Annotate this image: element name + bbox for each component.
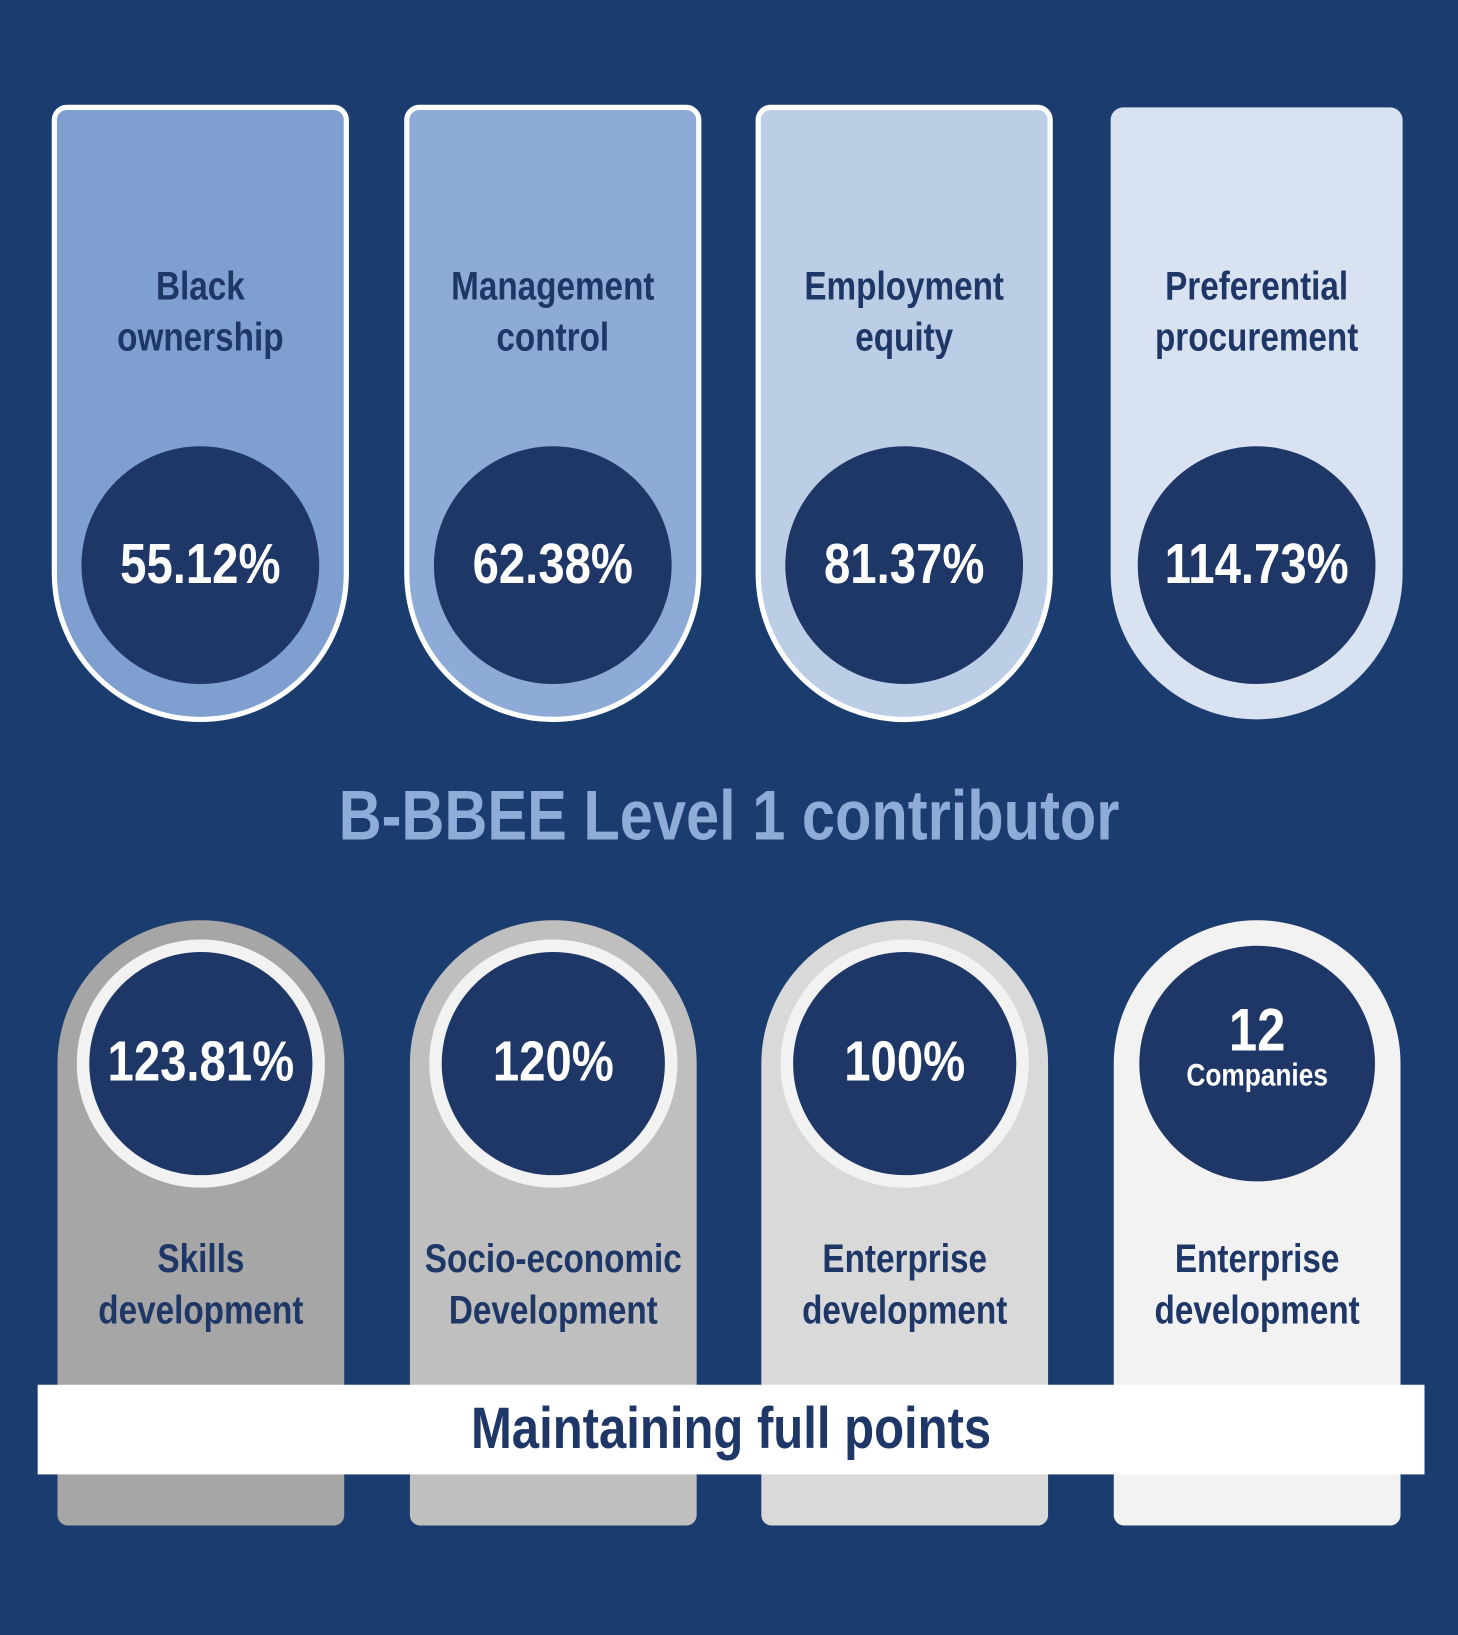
card-value: 55.12% — [120, 533, 280, 596]
card-label: procurement — [1155, 315, 1358, 359]
value-circle — [1139, 945, 1375, 1182]
card-label: ownership — [117, 315, 283, 359]
value-circle — [780, 939, 1029, 1188]
card-value: 62.38% — [473, 533, 633, 596]
card-label: development — [1155, 1288, 1360, 1332]
card-label-group: Management — [451, 264, 654, 308]
card-value-group: 114.73% — [1165, 533, 1349, 596]
banner — [37, 1384, 1425, 1475]
card-value-group: 100% — [844, 1031, 965, 1094]
card-value: 100% — [844, 1031, 965, 1094]
card-label-group: Socio-economic — [425, 1236, 682, 1280]
card-label-group: Skills — [157, 1236, 244, 1280]
card-value: 114.73% — [1165, 533, 1349, 596]
card-value: 123.81% — [108, 1031, 295, 1094]
card-label: development — [98, 1288, 303, 1332]
card-value: 12 — [1229, 995, 1286, 1063]
card-label: control — [496, 315, 609, 359]
card-label-group: equity — [855, 315, 954, 359]
card-label: Socio-economic — [425, 1236, 682, 1280]
banner-text-group: Maintaining full points — [471, 1396, 991, 1461]
card-value-group: 62.38% — [473, 533, 633, 596]
card-value-group: 81.37% — [824, 533, 984, 596]
card-label-group: ownership — [117, 315, 283, 359]
card-label: Skills — [157, 1236, 244, 1280]
card-label-group: Employment — [804, 264, 1004, 308]
value-circle — [785, 446, 1024, 685]
card-label-group: Development — [449, 1288, 658, 1332]
card-value-group: 12 — [1229, 995, 1286, 1063]
card-unit-group: Companies — [1186, 1058, 1328, 1093]
card-unit: Companies — [1186, 1058, 1328, 1093]
card-label: Enterprise — [1175, 1236, 1340, 1280]
card-label: Management — [451, 264, 654, 308]
card-label-group: procurement — [1155, 315, 1358, 359]
card-label-group: Black — [156, 264, 245, 308]
card-label: Development — [449, 1288, 658, 1332]
card-value: 120% — [493, 1031, 614, 1094]
card-label: equity — [855, 315, 954, 359]
card-label-group: development — [802, 1288, 1007, 1332]
card-label: Employment — [804, 264, 1004, 308]
value-circle — [81, 446, 320, 685]
card-value-group: 120% — [493, 1031, 614, 1094]
card-value-group: 123.81% — [108, 1031, 295, 1094]
card-label-group: Enterprise — [1175, 1236, 1340, 1280]
value-circle — [76, 939, 325, 1188]
card-label-group: development — [98, 1288, 303, 1332]
card-label: Black — [156, 264, 245, 308]
value-circle — [1137, 446, 1376, 685]
heading: B-BBEE Level 1 contributor — [339, 775, 1120, 854]
card-value-group: 55.12% — [120, 533, 280, 596]
card-label-group: Enterprise — [822, 1236, 987, 1280]
card-label-group: control — [496, 315, 609, 359]
value-circle — [433, 446, 672, 685]
card-value: 81.37% — [824, 533, 984, 596]
card-label-group: development — [1155, 1288, 1360, 1332]
card-label: Enterprise — [822, 1236, 987, 1280]
card-label: Preferential — [1165, 264, 1348, 308]
banner-text: Maintaining full points — [471, 1396, 991, 1461]
heading-group: B-BBEE Level 1 contributor — [339, 775, 1120, 854]
card-label-group: Preferential — [1165, 264, 1348, 308]
value-circle — [429, 939, 678, 1188]
card-label: development — [802, 1288, 1007, 1332]
